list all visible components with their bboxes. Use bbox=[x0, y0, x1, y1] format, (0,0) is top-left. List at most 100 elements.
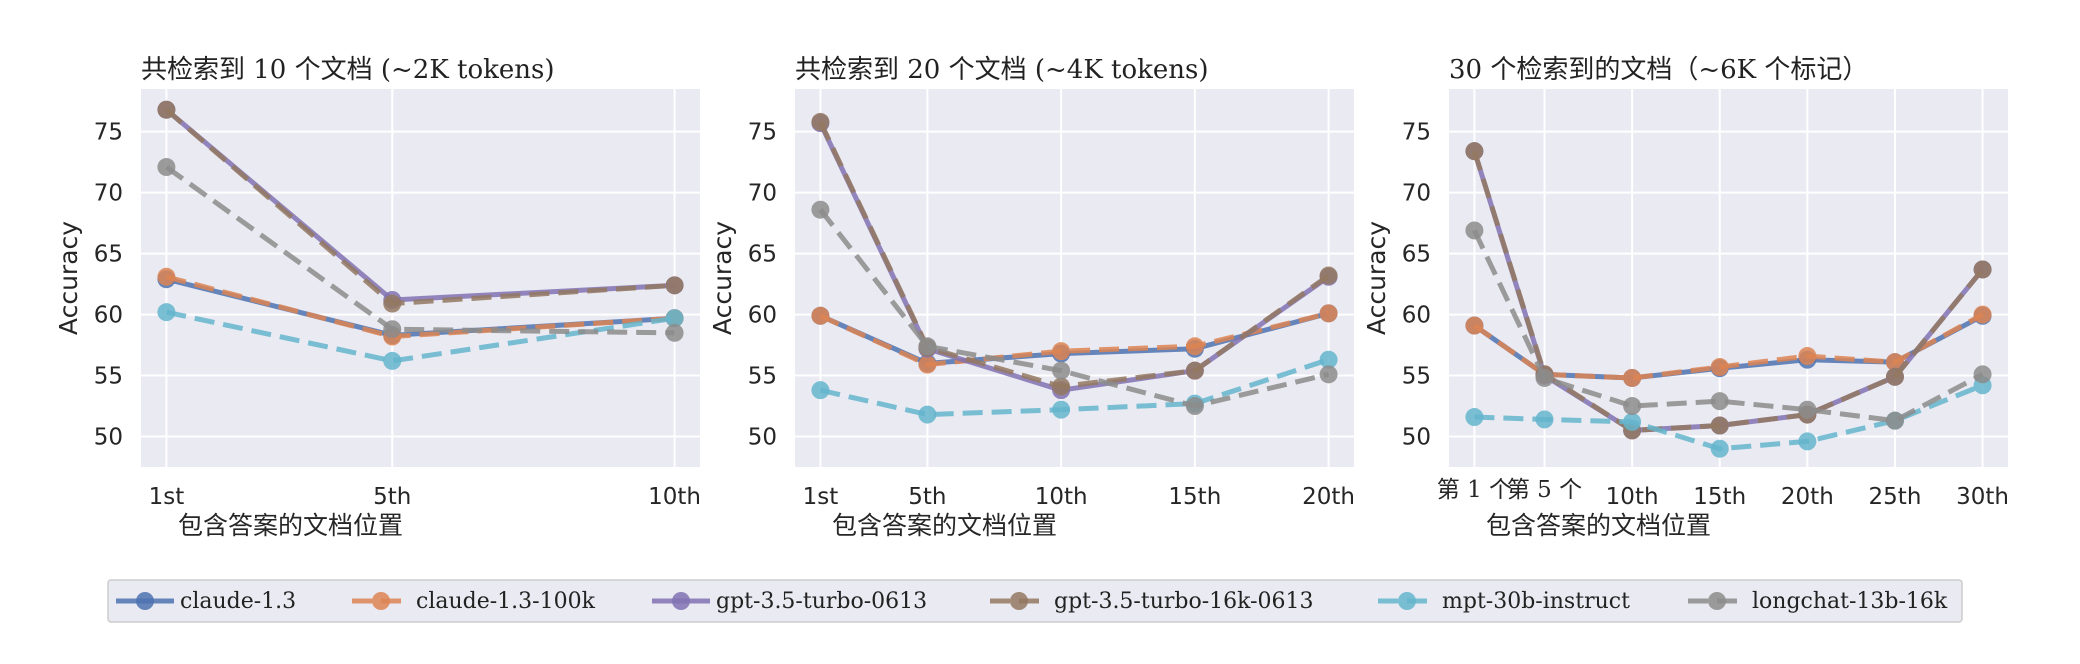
data-point-mpt-30b-instruct bbox=[1052, 400, 1071, 419]
data-point-longchat-13b-16k bbox=[1535, 368, 1554, 387]
data-point-gpt-3.5-turbo-16k-0613 bbox=[1052, 377, 1071, 396]
y-tick-label: 50 bbox=[94, 425, 123, 451]
plot-background bbox=[795, 89, 1354, 467]
x-tick-label: 第 5 个 bbox=[1507, 477, 1582, 503]
y-tick-label: 50 bbox=[1402, 425, 1431, 451]
y-tick-label: 65 bbox=[1402, 242, 1431, 268]
plot-background bbox=[141, 89, 700, 467]
data-point-gpt-3.5-turbo-16k-0613 bbox=[157, 100, 176, 119]
x-axis-title: 包含答案的文档位置 bbox=[1486, 511, 1711, 540]
y-tick-label: 70 bbox=[1402, 181, 1431, 207]
y-tick-label: 75 bbox=[748, 120, 777, 146]
legend-item-claude-1.3-100k: claude-1.3-100k bbox=[352, 589, 596, 614]
chart-panel-2: 共检索到 20 个文档 (~4K tokens) 50 55 60 65 70 75 1st 5… bbox=[708, 55, 1355, 540]
data-point-claude-1.3-100k bbox=[1319, 304, 1338, 323]
data-point-gpt-3.5-turbo-16k-0613 bbox=[1710, 416, 1729, 435]
legend: claude-1.3 claude-1.3-100k gpt-3.5-turbo-0… bbox=[107, 579, 1963, 623]
data-point-gpt-3.5-turbo-16k-0613 bbox=[665, 276, 684, 295]
legend-label: claude-1.3 bbox=[180, 589, 296, 614]
data-point-mpt-30b-instruct bbox=[1710, 439, 1729, 458]
data-point-claude-1.3-100k bbox=[1623, 368, 1642, 387]
x-tick-label: 25th bbox=[1869, 484, 1922, 510]
y-tick-label: 70 bbox=[94, 181, 123, 207]
x-tick-label: 1st bbox=[803, 484, 839, 510]
data-point-mpt-30b-instruct bbox=[665, 309, 684, 328]
data-point-longchat-13b-16k bbox=[811, 200, 830, 219]
y-tick-label: 65 bbox=[748, 242, 777, 268]
legend-label: gpt-3.5-turbo-0613 bbox=[716, 589, 927, 614]
chart-panel-3: 30 个检索到的文档（~6K 个标记） 50 55 60 65 70 75 第 1 个第 5 … bbox=[1362, 55, 2009, 540]
chart-title: 共检索到 20 个文档 (~4K tokens) bbox=[795, 55, 1209, 85]
data-point-mpt-30b-instruct bbox=[811, 381, 830, 400]
data-point-claude-1.3-100k bbox=[157, 267, 176, 286]
data-point-mpt-30b-instruct bbox=[1465, 408, 1484, 427]
legend-swatch-marker bbox=[1010, 592, 1028, 610]
y-tick-label: 55 bbox=[1402, 364, 1431, 390]
y-tick-label: 50 bbox=[748, 425, 777, 451]
data-point-gpt-3.5-turbo-16k-0613 bbox=[1973, 260, 1992, 279]
legend-swatch-marker bbox=[372, 592, 390, 610]
data-point-mpt-30b-instruct bbox=[383, 351, 402, 370]
chart-panel-1: 共检索到 10 个文档 (~2K tokens) 50 55 60 65 70 75 1st 5… bbox=[54, 55, 701, 540]
y-tick-label: 75 bbox=[94, 120, 123, 146]
x-tick-label: 10th bbox=[1606, 484, 1659, 510]
legend-item-gpt-3.5-turbo-16k-0613: gpt-3.5-turbo-16k-0613 bbox=[990, 589, 1314, 614]
data-point-longchat-13b-16k bbox=[157, 158, 176, 177]
y-tick-label: 55 bbox=[748, 364, 777, 390]
legend-label: claude-1.3-100k bbox=[416, 589, 596, 614]
data-point-longchat-13b-16k bbox=[665, 323, 684, 342]
x-tick-label: 15th bbox=[1693, 484, 1746, 510]
chart-title: 共检索到 10 个文档 (~2K tokens) bbox=[141, 55, 555, 85]
data-point-claude-1.3-100k bbox=[1185, 337, 1204, 356]
legend-item-mpt-30b-instruct: mpt-30b-instruct bbox=[1378, 589, 1630, 614]
x-tick-label: 10th bbox=[1035, 484, 1088, 510]
data-point-longchat-13b-16k bbox=[1973, 365, 1992, 384]
data-point-claude-1.3-100k bbox=[918, 355, 937, 374]
data-point-mpt-30b-instruct bbox=[918, 405, 937, 424]
legend-label: gpt-3.5-turbo-16k-0613 bbox=[1054, 589, 1314, 614]
y-tick-label: 60 bbox=[94, 303, 123, 329]
y-tick-label: 65 bbox=[94, 242, 123, 268]
data-point-longchat-13b-16k bbox=[1052, 361, 1071, 380]
data-point-gpt-3.5-turbo-16k-0613 bbox=[1885, 367, 1904, 386]
y-tick-label: 70 bbox=[748, 181, 777, 207]
data-point-mpt-30b-instruct bbox=[1535, 410, 1554, 429]
y-tick-label: 55 bbox=[94, 364, 123, 390]
data-point-longchat-13b-16k bbox=[1710, 392, 1729, 411]
data-point-longchat-13b-16k bbox=[1798, 400, 1817, 419]
x-tick-label: 5th bbox=[908, 484, 946, 510]
y-tick-label: 60 bbox=[1402, 303, 1431, 329]
data-point-longchat-13b-16k bbox=[918, 337, 937, 356]
y-tick-label: 75 bbox=[1402, 120, 1431, 146]
x-tick-label: 第 1 个 bbox=[1437, 477, 1512, 503]
y-axis-title: Accuracy bbox=[1362, 221, 1391, 335]
x-tick-label: 20th bbox=[1302, 484, 1355, 510]
x-tick-label: 5th bbox=[373, 484, 411, 510]
data-point-gpt-3.5-turbo-16k-0613 bbox=[1319, 266, 1338, 285]
x-tick-label: 20th bbox=[1781, 484, 1834, 510]
legend-item-gpt-3.5-turbo-0613: gpt-3.5-turbo-0613 bbox=[652, 589, 927, 614]
x-axis-title: 包含答案的文档位置 bbox=[178, 511, 403, 540]
x-tick-label: 15th bbox=[1168, 484, 1221, 510]
x-axis-title: 包含答案的文档位置 bbox=[832, 511, 1057, 540]
y-tick-label: 60 bbox=[748, 303, 777, 329]
y-axis-title: Accuracy bbox=[708, 221, 737, 335]
data-point-gpt-3.5-turbo-16k-0613 bbox=[383, 294, 402, 313]
legend-swatch-marker bbox=[1398, 592, 1416, 610]
y-axis-title: Accuracy bbox=[54, 221, 83, 335]
data-point-claude-1.3-100k bbox=[811, 306, 830, 325]
data-point-claude-1.3-100k bbox=[1052, 342, 1071, 361]
data-point-claude-1.3-100k bbox=[1885, 353, 1904, 372]
data-point-mpt-30b-instruct bbox=[1798, 432, 1817, 451]
data-point-longchat-13b-16k bbox=[1885, 411, 1904, 430]
legend-swatch-marker bbox=[1708, 592, 1726, 610]
data-point-gpt-3.5-turbo-16k-0613 bbox=[1185, 361, 1204, 380]
data-point-claude-1.3-100k bbox=[1710, 358, 1729, 377]
data-point-mpt-30b-instruct bbox=[1623, 412, 1642, 431]
chart-title: 30 个检索到的文档（~6K 个标记） bbox=[1449, 55, 1868, 85]
legend-label: mpt-30b-instruct bbox=[1442, 589, 1630, 614]
plot-background bbox=[1449, 89, 2008, 467]
data-point-longchat-13b-16k bbox=[1319, 365, 1338, 384]
legend-swatch-marker bbox=[136, 592, 154, 610]
